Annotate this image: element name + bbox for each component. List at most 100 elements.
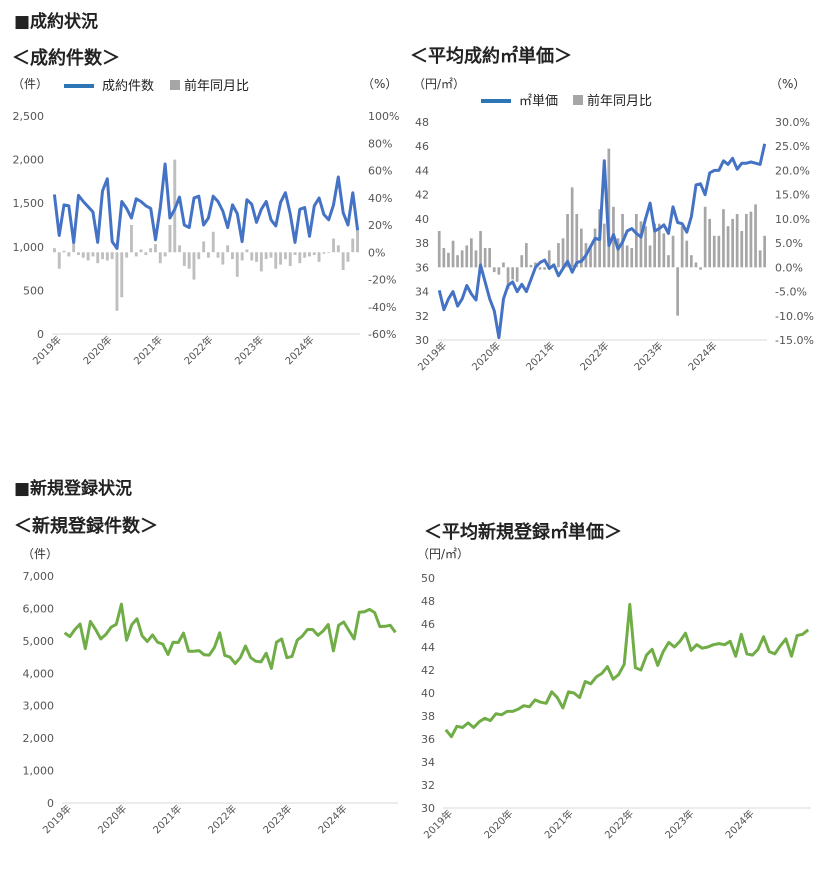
bar [221, 252, 225, 265]
bar [520, 255, 524, 268]
bar [288, 252, 292, 266]
bar [312, 252, 316, 255]
bar [202, 241, 206, 253]
chart-title-new-listing-unit-price: ＜平均新規登録㎡単価＞ [424, 522, 622, 543]
x-tick-label: 2020年 [481, 807, 515, 841]
y-tick-label: 7,000 [23, 570, 55, 583]
bar [336, 245, 340, 253]
series-line [437, 143, 767, 340]
y-tick-label: 36 [421, 733, 435, 746]
legend-swatch-bar [573, 95, 583, 105]
bar [197, 252, 201, 260]
x-tick-label: 2024年 [722, 807, 756, 841]
legend-swatch-line [64, 84, 94, 88]
x-tick-label: 2021年 [131, 333, 165, 367]
y-tick-label: 3,000 [23, 700, 55, 713]
x-tick-label: 2020年 [95, 802, 129, 836]
x-tick-label: 2022年 [181, 333, 215, 367]
bar [346, 252, 350, 262]
x-tick-label: 2019年 [40, 802, 74, 836]
y2-tick-label: -40% [368, 301, 396, 314]
bar [101, 252, 104, 260]
bar [722, 209, 725, 268]
y2-tick-label: 5.0% [775, 237, 803, 250]
bar [694, 262, 698, 268]
y2-tick-label: 15.0% [775, 189, 810, 202]
bar [226, 245, 230, 253]
bar [570, 187, 574, 268]
y2-tick-label: 30.0% [775, 116, 810, 129]
bar [332, 238, 335, 253]
bar [134, 252, 138, 257]
x-tick-label: 2023年 [662, 807, 696, 841]
bar [580, 228, 583, 268]
y-tick-label: 2,500 [13, 110, 45, 123]
y2-tick-label: 25.0% [775, 140, 810, 153]
y-tick-label: 1,000 [23, 765, 55, 778]
bar [216, 252, 220, 258]
bar [699, 267, 702, 270]
bar [91, 252, 95, 257]
new-listing-count-chart: （件） 0 1,000 2,000 3,000 4,000 5,000 6,000 7,000 2… [22, 547, 398, 836]
bar [308, 252, 311, 257]
bar [538, 267, 542, 270]
bar [192, 252, 196, 280]
bar [451, 240, 455, 268]
y2-tick-label: 40% [368, 192, 392, 205]
bar [269, 252, 273, 258]
y-tick-label: 34 [421, 756, 435, 769]
bar [72, 238, 76, 253]
bar [240, 252, 244, 261]
y-tick-label: 40 [415, 213, 429, 226]
y-tick-label: 6,000 [23, 602, 55, 615]
bar [341, 252, 345, 270]
x-tick-label: 2023年 [260, 802, 294, 836]
bar [630, 248, 634, 268]
y-tick-label: 36 [415, 261, 429, 274]
x-tick-label: 2023年 [631, 339, 665, 373]
bar [293, 252, 297, 255]
y2-tick-label: -10.0% [775, 310, 814, 323]
bar [635, 214, 638, 268]
legend-label: 前年同月比 [587, 93, 652, 109]
bar [207, 252, 210, 258]
bar [593, 228, 597, 268]
x-tick-label: 2024年 [315, 802, 349, 836]
section-title-new-listings: ■新規登録状況 [14, 479, 133, 499]
bar [259, 252, 263, 272]
chart-title-new-listing-count: ＜新規登録件数＞ [14, 516, 158, 537]
bar [758, 250, 762, 268]
y-tick-label: 34 [415, 286, 429, 299]
bar [317, 252, 321, 262]
y-tick-label: 2,000 [13, 154, 45, 167]
bar [639, 221, 643, 268]
y-axis-unit-left: （件） [12, 77, 48, 91]
y-tick-label: 44 [421, 641, 435, 654]
bar [506, 267, 510, 290]
x-tick-label: 2020年 [469, 339, 503, 373]
bar [740, 231, 744, 268]
bar [245, 249, 249, 253]
y-tick-label: 46 [421, 618, 435, 631]
legend-label: 前年同月比 [184, 78, 249, 94]
bar [708, 218, 711, 268]
bar [231, 252, 234, 260]
y-tick-label: 0 [47, 797, 54, 810]
bar [211, 231, 215, 253]
bar [298, 252, 302, 264]
bar [662, 233, 666, 268]
y2-tick-label: 0.0% [775, 261, 803, 274]
bar [703, 206, 707, 268]
bar [154, 244, 157, 253]
x-tick-label: 2024年 [685, 339, 719, 373]
contract-unit-price-chart: （円/㎡） （%） 30 32 34 36 38 40 42 44 46 48 -15.0% -10.0%… [413, 77, 814, 373]
x-tick-label: 2020年 [80, 333, 114, 367]
legend-swatch-line [481, 99, 511, 103]
y2-tick-label: 80% [368, 137, 392, 150]
bar [115, 252, 119, 311]
bar [77, 252, 80, 255]
x-tick-label: 2021年 [150, 802, 184, 836]
bar [602, 223, 606, 268]
bar [676, 267, 679, 316]
